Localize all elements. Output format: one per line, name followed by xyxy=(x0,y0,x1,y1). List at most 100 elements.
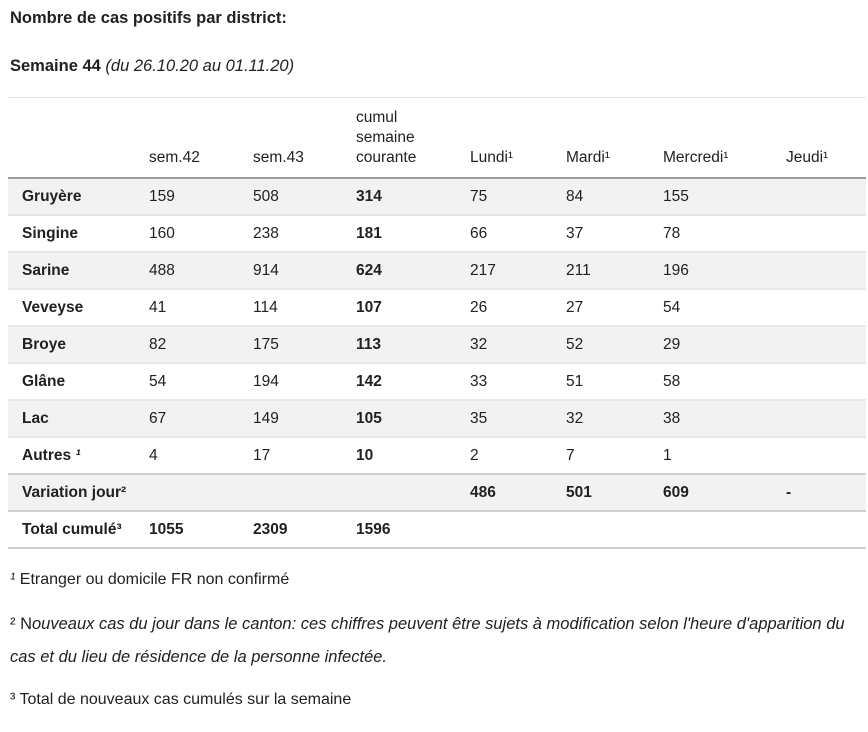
column-header: Jeudi¹ xyxy=(786,149,829,166)
footnote-3-text: Total de nouveaux cas cumulés sur la sem… xyxy=(19,691,352,708)
cell: 7 xyxy=(566,447,575,464)
cell: 175 xyxy=(253,336,279,353)
cell: 159 xyxy=(149,188,175,205)
table-row: Gruyère 159 508 314 75 84 155 xyxy=(8,178,866,215)
week-date-range: (du 26.10.20 au 01.11.20) xyxy=(105,57,295,75)
cell: 54 xyxy=(663,299,681,316)
row-label: Autres ¹ xyxy=(22,447,81,464)
cell: 2309 xyxy=(253,521,288,538)
week-subtitle: Semaine 44 (du 26.10.20 au 01.11.20) xyxy=(10,56,868,76)
cases-by-district-table: sem.42 sem.43 cumul semaine courante Lundi¹… xyxy=(8,97,866,549)
cell xyxy=(456,511,552,548)
column-header: Mercredi¹ xyxy=(663,149,729,166)
column-header: sem.42 xyxy=(149,149,200,166)
page-title: Nombre de cas positifs par district: xyxy=(10,9,287,27)
cell: 624 xyxy=(356,262,382,279)
cell: 488 xyxy=(149,262,175,279)
column-header: sem.43 xyxy=(253,149,304,166)
footnote-2: ² Nouveaux cas du jour dans le canton: c… xyxy=(10,608,868,674)
cell xyxy=(772,289,866,326)
table-header: sem.42 sem.43 cumul semaine courante Lundi¹… xyxy=(8,98,866,179)
footnote-1: ¹ Etranger ou domicile FR non confirmé xyxy=(10,570,868,590)
cell: 26 xyxy=(470,299,488,316)
cell: 107 xyxy=(356,299,382,316)
cell xyxy=(772,511,866,548)
row-label: Singine xyxy=(22,225,78,242)
cell: 160 xyxy=(149,225,175,242)
cell: 1596 xyxy=(356,521,391,538)
cell: 501 xyxy=(566,484,592,501)
cell: 113 xyxy=(356,336,382,353)
row-label: Total cumulé³ xyxy=(22,521,122,538)
cell: 314 xyxy=(356,188,382,205)
cell xyxy=(552,511,649,548)
cell xyxy=(772,178,866,215)
cell xyxy=(772,437,866,474)
cell xyxy=(772,363,866,400)
cell: 155 xyxy=(663,188,689,205)
cell: 609 xyxy=(663,484,689,501)
table-row: Broye 82 175 113 32 52 29 xyxy=(8,326,866,363)
table-body: Gruyère 159 508 314 75 84 155 Singine 160 238 181 6… xyxy=(8,178,866,548)
cell: 51 xyxy=(566,373,584,390)
cell: 33 xyxy=(470,373,488,390)
table-row: Total cumulé³ 1055 2309 1596 xyxy=(8,511,866,548)
footnote-1-text: Etranger ou domicile FR non confirmé xyxy=(19,571,290,588)
table-row: Lac 67 149 105 35 32 38 xyxy=(8,400,866,437)
row-label: Variation jour² xyxy=(22,484,127,501)
footnote-2-text: ouveaux cas du jour dans le canton: ces … xyxy=(10,615,845,666)
table-row: Veveyse 41 114 107 26 27 54 xyxy=(8,289,866,326)
week-label: Semaine 44 xyxy=(10,57,101,75)
cell: 75 xyxy=(470,188,488,205)
cell: 58 xyxy=(663,373,681,390)
cell: 217 xyxy=(470,262,496,279)
cell xyxy=(772,326,866,363)
cell: 486 xyxy=(470,484,496,501)
footnote-1-marker: ¹ xyxy=(10,571,16,588)
cell: 2 xyxy=(470,447,479,464)
row-label: Veveyse xyxy=(22,299,84,316)
cell: 32 xyxy=(566,410,584,427)
cell: 508 xyxy=(253,188,279,205)
cell: 52 xyxy=(566,336,584,353)
cell: 181 xyxy=(356,225,382,242)
cell: 194 xyxy=(253,373,279,390)
column-header: Lundi¹ xyxy=(470,149,514,166)
cell xyxy=(649,511,772,548)
row-label: Sarine xyxy=(22,262,70,279)
row-label: Glâne xyxy=(22,373,66,390)
footnote-marker: ¹ xyxy=(75,447,81,464)
footnote-2-marker: ² xyxy=(10,615,16,633)
cell: 82 xyxy=(149,336,167,353)
table-header-row: sem.42 sem.43 cumul semaine courante Lundi¹… xyxy=(8,98,866,179)
cell: 914 xyxy=(253,262,279,279)
cell: 66 xyxy=(470,225,488,242)
cell: 41 xyxy=(149,299,167,316)
column-header: cumul semaine courante xyxy=(356,109,417,166)
footnote-2-lead: N xyxy=(15,615,32,633)
cell xyxy=(772,215,866,252)
row-label: Broye xyxy=(22,336,66,353)
cell: 196 xyxy=(663,262,689,279)
table-row: Singine 160 238 181 66 37 78 xyxy=(8,215,866,252)
cell: 4 xyxy=(149,447,158,464)
column-header-district xyxy=(8,98,135,179)
cell: 17 xyxy=(253,447,271,464)
cell: 211 xyxy=(566,262,591,279)
row-label: Lac xyxy=(22,410,49,427)
cell: - xyxy=(786,484,792,501)
cell: 1 xyxy=(663,447,672,464)
cell: 149 xyxy=(253,410,279,427)
footnote-3-marker: ³ xyxy=(10,691,16,708)
cell xyxy=(239,474,342,511)
footnote-3: ³ Total de nouveaux cas cumulés sur la s… xyxy=(10,690,868,710)
cell xyxy=(772,400,866,437)
cell: 114 xyxy=(253,299,278,316)
cell: 38 xyxy=(663,410,681,427)
cell: 32 xyxy=(470,336,488,353)
cell: 27 xyxy=(566,299,584,316)
cell: 78 xyxy=(663,225,681,242)
cell: 54 xyxy=(149,373,167,390)
cell: 238 xyxy=(253,225,279,242)
table-row: Glâne 54 194 142 33 51 58 xyxy=(8,363,866,400)
